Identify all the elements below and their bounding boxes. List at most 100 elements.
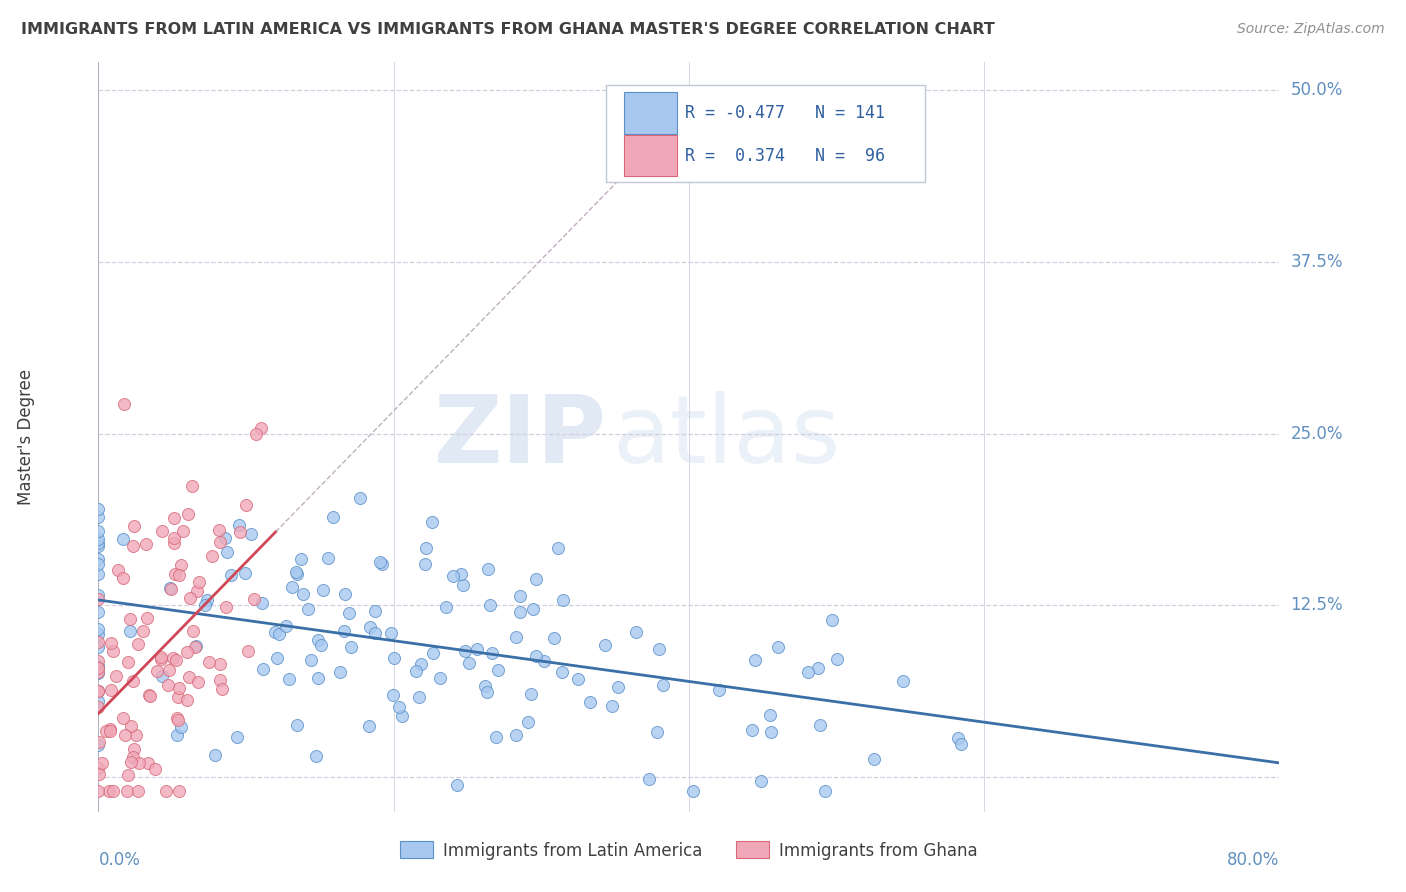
Point xyxy=(285,718,308,732)
Point xyxy=(250,596,273,610)
Point xyxy=(266,651,288,665)
Point xyxy=(87,588,110,602)
Point xyxy=(567,673,589,687)
Point xyxy=(382,651,405,665)
Text: 37.5%: 37.5% xyxy=(1291,252,1343,271)
Point xyxy=(87,665,110,679)
Point xyxy=(100,724,122,739)
Point xyxy=(114,728,136,742)
Point xyxy=(284,565,307,579)
Point xyxy=(87,557,110,571)
Point xyxy=(862,751,884,765)
Point xyxy=(87,567,110,582)
Point xyxy=(333,624,356,639)
Point xyxy=(337,607,360,621)
Point xyxy=(172,524,194,538)
Point xyxy=(98,784,121,798)
Point xyxy=(169,681,191,696)
Point xyxy=(211,681,233,696)
Point xyxy=(179,591,201,606)
Point xyxy=(264,624,287,639)
Point xyxy=(520,687,543,701)
Point xyxy=(297,601,319,615)
Point xyxy=(808,718,831,732)
Point xyxy=(422,515,444,529)
Point xyxy=(477,561,499,575)
Point xyxy=(509,589,531,603)
Point xyxy=(415,541,437,555)
Point xyxy=(117,768,139,782)
Point xyxy=(434,600,457,615)
Point xyxy=(87,622,110,636)
Point xyxy=(797,665,820,679)
Point xyxy=(87,502,110,516)
Point xyxy=(446,778,468,792)
Point xyxy=(645,724,668,739)
Point xyxy=(368,555,391,569)
Point xyxy=(291,586,314,600)
Point xyxy=(299,653,322,667)
Point xyxy=(150,652,173,666)
Point xyxy=(177,507,200,521)
Point xyxy=(157,677,180,691)
Point xyxy=(359,620,381,634)
Point xyxy=(100,682,122,697)
Point xyxy=(181,478,204,492)
Point xyxy=(474,679,496,693)
Point xyxy=(405,665,427,679)
Point xyxy=(204,748,226,763)
Point xyxy=(578,695,600,709)
Point xyxy=(89,735,111,749)
Point xyxy=(176,645,198,659)
Legend: Immigrants from Latin America, Immigrants from Ghana: Immigrants from Latin America, Immigrant… xyxy=(399,841,979,860)
Point xyxy=(166,711,188,725)
Point xyxy=(235,498,257,512)
Point xyxy=(165,567,187,582)
Point xyxy=(422,646,444,660)
Point xyxy=(235,566,257,581)
Point xyxy=(122,750,145,764)
Point xyxy=(481,646,503,660)
Point xyxy=(278,672,301,686)
Point xyxy=(157,663,180,677)
Point xyxy=(115,784,138,798)
Point xyxy=(163,510,186,524)
Point xyxy=(150,668,173,682)
Point xyxy=(195,593,218,607)
Point xyxy=(162,535,184,549)
Point xyxy=(219,567,242,582)
Point xyxy=(547,541,569,555)
Text: ZIP: ZIP xyxy=(433,391,606,483)
Point xyxy=(382,688,405,702)
Point xyxy=(166,690,188,705)
Point xyxy=(533,654,555,668)
Point xyxy=(87,552,110,566)
Point xyxy=(208,534,231,549)
Point xyxy=(814,784,837,798)
Point xyxy=(478,598,501,612)
Point xyxy=(252,662,274,676)
Point xyxy=(312,583,335,598)
Point xyxy=(749,773,772,788)
Point xyxy=(217,545,239,559)
Point xyxy=(87,784,110,798)
Point xyxy=(165,653,187,667)
Point xyxy=(651,677,673,691)
Text: Master's Degree: Master's Degree xyxy=(17,369,35,505)
Point xyxy=(170,720,193,734)
Point xyxy=(329,665,352,679)
Point xyxy=(87,605,110,619)
Point xyxy=(744,653,766,667)
Point xyxy=(87,684,110,698)
Point xyxy=(267,627,290,641)
Point xyxy=(176,692,198,706)
Point xyxy=(243,592,266,607)
Text: atlas: atlas xyxy=(612,391,841,483)
Point xyxy=(112,711,135,725)
Point xyxy=(214,531,236,545)
Point xyxy=(87,509,110,524)
Text: R = -0.477   N = 141: R = -0.477 N = 141 xyxy=(685,103,886,121)
Point xyxy=(177,671,200,685)
Point xyxy=(91,756,114,770)
Point xyxy=(166,728,188,742)
